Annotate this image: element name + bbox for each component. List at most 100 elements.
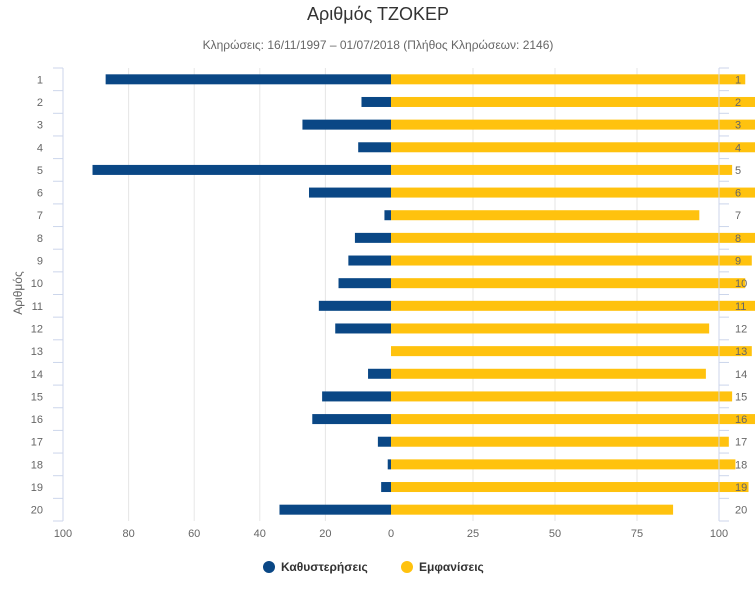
- bar-delays-17[interactable]: [377, 436, 391, 447]
- bar-appearances-12[interactable]: [391, 323, 710, 334]
- bar-appearances-4[interactable]: [391, 142, 755, 153]
- bar-delays-11[interactable]: [318, 300, 391, 311]
- category-label-left: 16: [31, 414, 43, 426]
- bar-appearances-8[interactable]: [391, 232, 755, 243]
- category-label-left: 18: [31, 459, 43, 471]
- chart-subtitle: Κληρώσεις: 16/11/1997 – 01/07/2018 (Πλήθ…: [203, 38, 554, 52]
- bar-appearances-14[interactable]: [391, 368, 706, 379]
- legend-marker-appearances: [401, 561, 413, 573]
- category-label-left: 4: [37, 142, 43, 154]
- x-tick-label-left: 20: [319, 528, 331, 540]
- x-tick-label-right: 25: [467, 528, 479, 540]
- x-tick-label-left: 40: [254, 528, 266, 540]
- legend-item-delays[interactable]: Καθυστερήσεις: [263, 560, 368, 574]
- category-label-left: 2: [37, 97, 43, 109]
- bar-appearances-18[interactable]: [391, 459, 736, 470]
- category-label-left: 19: [31, 482, 43, 494]
- bar-delays-9[interactable]: [348, 255, 391, 266]
- category-label-right: 15: [735, 391, 747, 403]
- category-label-right: 8: [735, 233, 741, 245]
- bar-delays-15[interactable]: [322, 391, 391, 402]
- category-label-right: 13: [735, 346, 747, 358]
- bar-delays-3[interactable]: [302, 119, 391, 130]
- bar-delays-12[interactable]: [335, 323, 391, 334]
- grid-layer: [62, 68, 720, 521]
- bar-delays-5[interactable]: [92, 164, 392, 175]
- category-label-right: 14: [735, 369, 747, 381]
- category-label-right: 19: [735, 482, 747, 494]
- category-label-left: 14: [31, 369, 43, 381]
- category-label-left: 13: [31, 346, 43, 358]
- bar-appearances-17[interactable]: [391, 436, 729, 447]
- category-label-left: 3: [37, 120, 43, 132]
- category-label-left: 20: [31, 505, 43, 517]
- x-tick-label-left: 80: [122, 528, 134, 540]
- bar-delays-16[interactable]: [312, 414, 391, 425]
- legend: Καθυστερήσεις Εμφανίσεις: [263, 560, 484, 574]
- bar-delays-14[interactable]: [368, 368, 391, 379]
- y-axis-title: Αριθμός: [11, 271, 25, 315]
- category-label-left: 7: [37, 210, 43, 222]
- category-label-left: 12: [31, 323, 43, 335]
- bar-appearances-20[interactable]: [391, 504, 674, 515]
- bar-appearances-19[interactable]: [391, 482, 749, 493]
- bars-layer: [92, 74, 755, 515]
- legend-label-delays: Καθυστερήσεις: [281, 560, 368, 574]
- category-label-right: 2: [735, 97, 741, 109]
- x-tick-label-left: 0: [388, 528, 394, 540]
- legend-item-appearances[interactable]: Εμφανίσεις: [401, 560, 484, 574]
- bar-delays-4[interactable]: [358, 142, 391, 153]
- category-label-right: 12: [735, 323, 747, 335]
- category-label-right: 18: [735, 459, 747, 471]
- category-label-right: 10: [735, 278, 747, 290]
- bar-appearances-5[interactable]: [391, 164, 733, 175]
- x-tick-label-right: 50: [549, 528, 561, 540]
- category-label-left: 9: [37, 256, 43, 268]
- bar-appearances-13[interactable]: [391, 346, 752, 357]
- x-tick-label-left: 60: [188, 528, 200, 540]
- bar-appearances-10[interactable]: [391, 278, 746, 289]
- category-label-left: 10: [31, 278, 43, 290]
- bar-delays-8[interactable]: [354, 232, 391, 243]
- bar-appearances-11[interactable]: [391, 300, 755, 311]
- category-label-left: 5: [37, 165, 43, 177]
- category-label-right: 6: [735, 188, 741, 200]
- bar-appearances-6[interactable]: [391, 187, 755, 198]
- category-label-left: 1: [37, 74, 43, 86]
- category-label-right: 9: [735, 256, 741, 268]
- category-label-left: 8: [37, 233, 43, 245]
- bar-delays-6[interactable]: [309, 187, 391, 198]
- bar-appearances-9[interactable]: [391, 255, 752, 266]
- category-label-left: 15: [31, 391, 43, 403]
- bar-delays-1[interactable]: [105, 74, 391, 85]
- x-tick-label-right: 100: [710, 528, 728, 540]
- category-label-left: 11: [32, 301, 43, 313]
- legend-marker-delays: [263, 561, 275, 573]
- bar-appearances-7[interactable]: [391, 210, 700, 221]
- bar-delays-10[interactable]: [338, 278, 391, 289]
- category-label-right: 11: [735, 301, 746, 313]
- category-label-left: 17: [31, 437, 43, 449]
- bar-delays-2[interactable]: [361, 96, 391, 107]
- category-label-right: 16: [735, 414, 747, 426]
- category-label-left: 6: [37, 188, 43, 200]
- legend-label-appearances: Εμφανίσεις: [419, 560, 484, 574]
- category-label-right: 5: [735, 165, 741, 177]
- bar-appearances-2[interactable]: [391, 96, 755, 107]
- bar-appearances-1[interactable]: [391, 74, 746, 85]
- category-label-right: 1: [735, 74, 741, 86]
- chart-title: Αριθμός ΤΖΟΚΕΡ: [307, 4, 449, 24]
- x-tick-label-right: 75: [631, 528, 643, 540]
- bar-appearances-15[interactable]: [391, 391, 733, 402]
- bar-delays-20[interactable]: [279, 504, 391, 515]
- bar-delays-18[interactable]: [387, 459, 391, 470]
- bar-delays-19[interactable]: [381, 482, 391, 493]
- category-label-right: 17: [735, 437, 747, 449]
- category-label-right: 20: [735, 505, 747, 517]
- bar-delays-7[interactable]: [384, 210, 391, 221]
- bar-appearances-16[interactable]: [391, 414, 755, 425]
- bar-appearances-3[interactable]: [391, 119, 755, 130]
- category-label-right: 4: [735, 142, 741, 154]
